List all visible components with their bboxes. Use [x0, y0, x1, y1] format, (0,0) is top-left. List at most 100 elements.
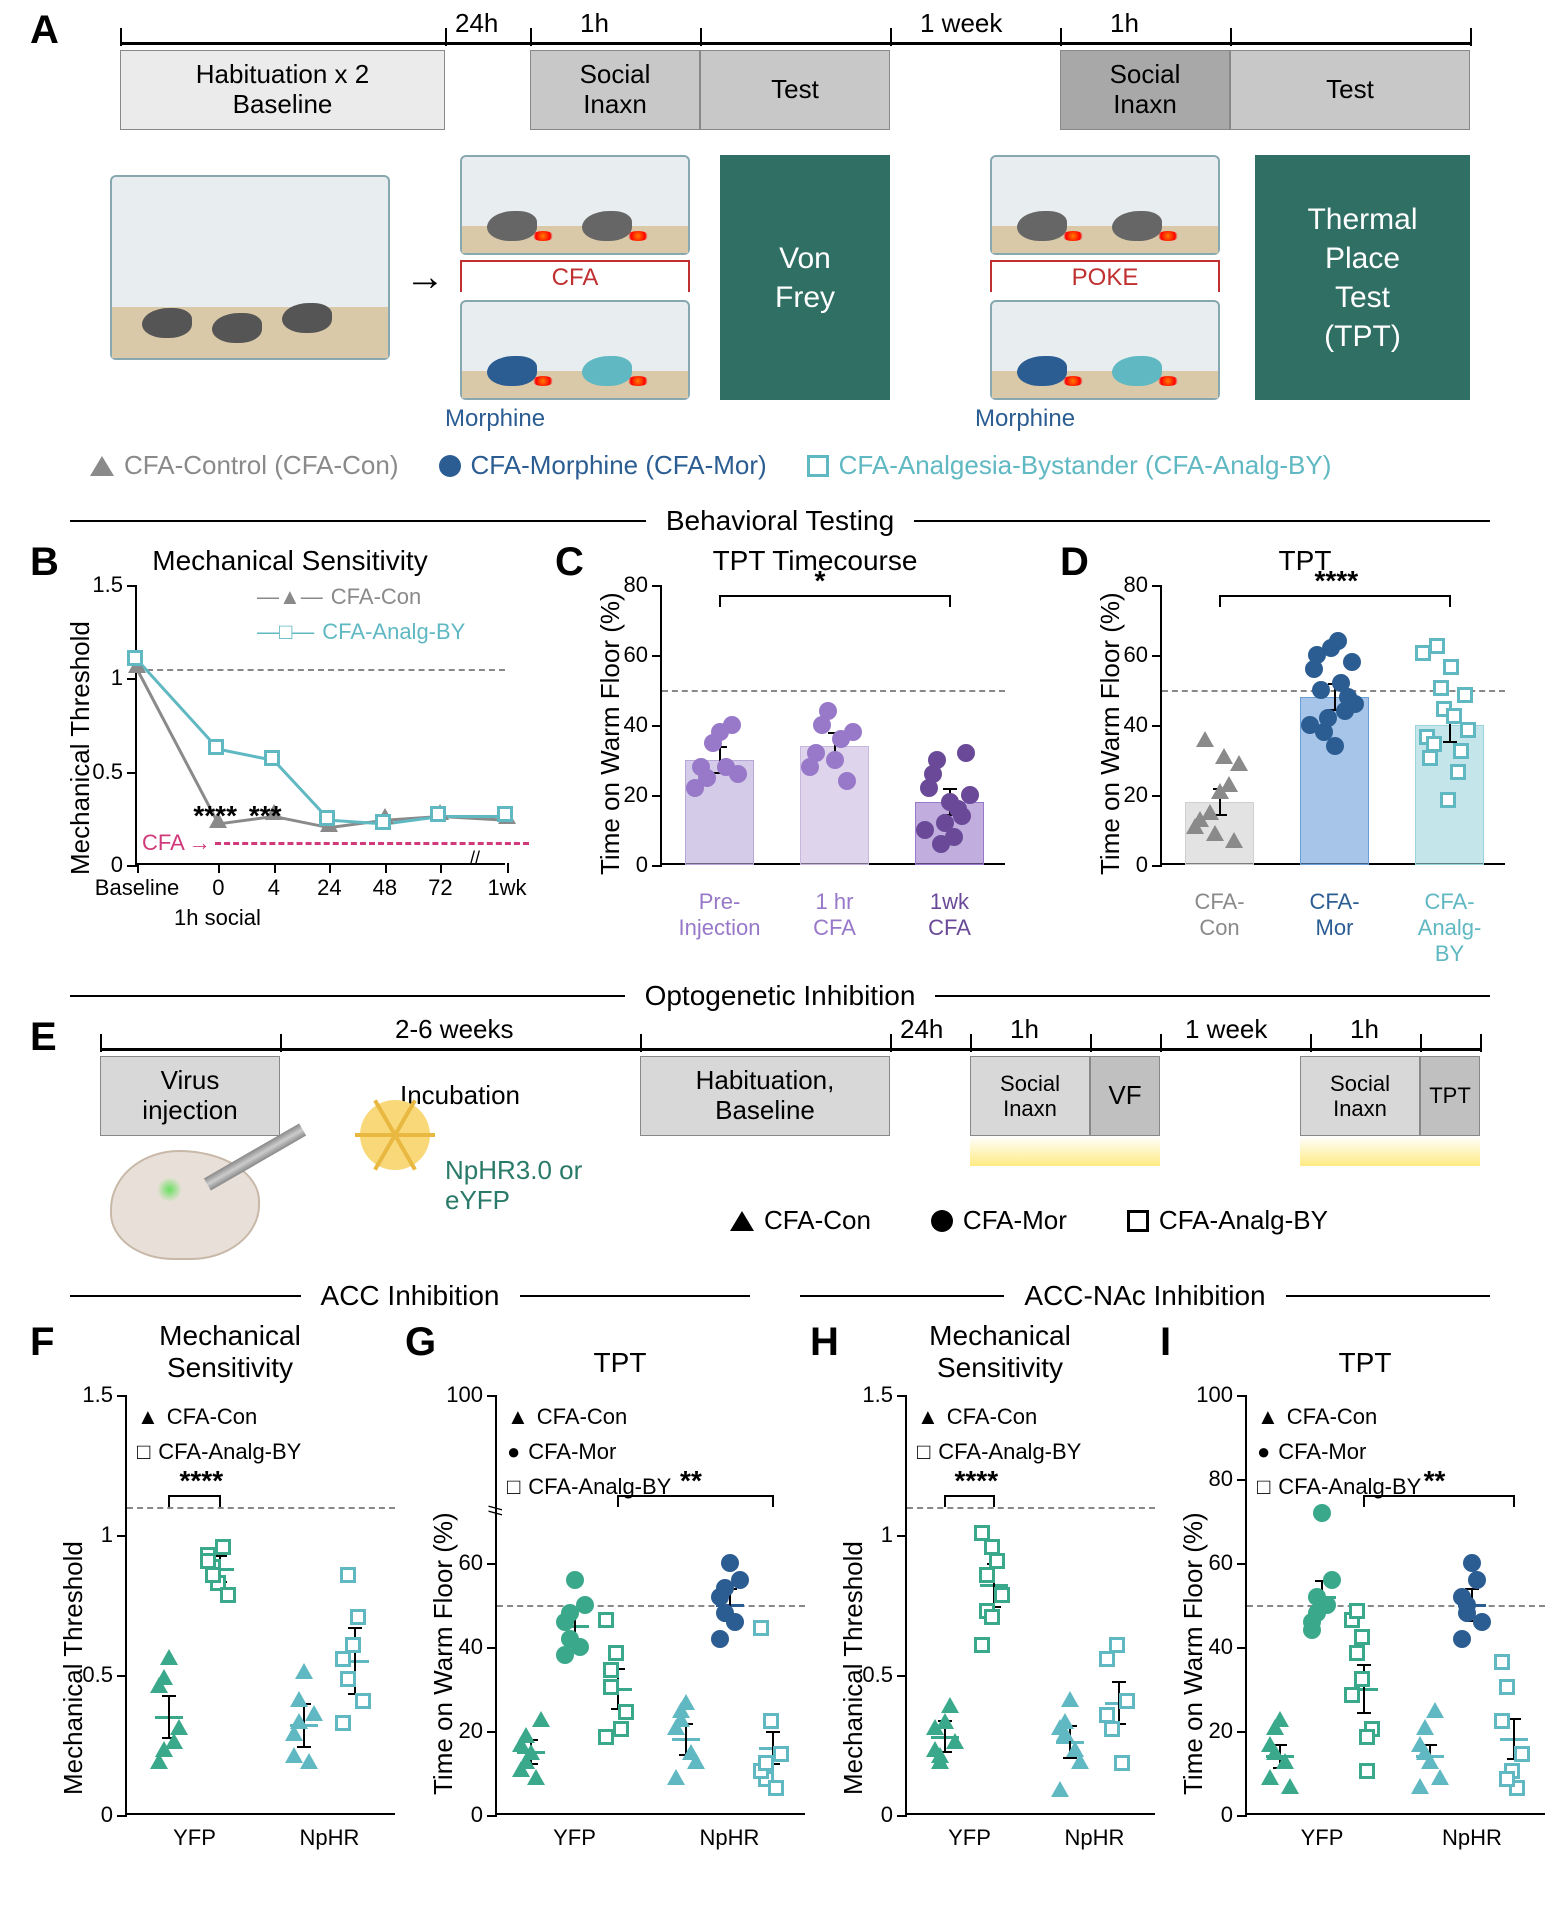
chart-title: TPT	[1105, 545, 1505, 577]
circle-marker	[1343, 653, 1361, 671]
legend-item-cfa-analg: CFA-Analg-BY	[1127, 1205, 1328, 1236]
circle-marker	[711, 1630, 729, 1648]
mouse-icon	[282, 303, 332, 333]
square-marker	[335, 1651, 351, 1667]
circle-marker	[716, 1579, 734, 1597]
x-tick-label: NpHR	[1442, 1825, 1502, 1851]
circle-icon	[931, 1210, 953, 1232]
circle-marker	[1458, 1596, 1476, 1614]
y-axis-label: Time on Warm Floor (%)	[595, 592, 626, 875]
x-tick-label: 1wk	[487, 875, 526, 901]
square-marker	[340, 1567, 356, 1583]
timeline-box-habituation: Habituation x 2 Baseline	[120, 50, 445, 130]
circle-marker	[1473, 1613, 1491, 1631]
square-marker	[1433, 680, 1449, 696]
significance-tick	[1363, 1495, 1365, 1507]
circle-marker	[953, 807, 971, 825]
significance-tick	[1513, 1495, 1515, 1507]
circle-marker	[1468, 1571, 1486, 1589]
square-marker	[1422, 750, 1438, 766]
triangle-marker	[1416, 1719, 1434, 1735]
tl-label-1h-2: 1h	[1110, 8, 1139, 39]
triangle-marker	[931, 1747, 949, 1763]
square-marker	[598, 1729, 614, 1745]
square-marker	[1119, 1693, 1135, 1709]
y-tick-label: 20	[1209, 1718, 1233, 1744]
y-tick-label: 0	[1136, 852, 1148, 878]
plot-area: 0204060100YFPNpHR▲CFA-Con●CFA-Mor□CFA-An…	[495, 1395, 805, 1815]
legend-item-cfa-analg: CFA-Analgesia-Bystander (CFA-Analg-BY)	[807, 450, 1332, 481]
triangle-marker	[1271, 1711, 1289, 1727]
square-marker	[220, 1587, 236, 1603]
reference-dashed-line	[497, 1605, 805, 1607]
y-tick-label: 20	[624, 782, 648, 808]
y-tick	[1152, 655, 1162, 657]
y-tick-label: 80	[1124, 572, 1148, 598]
square-icon	[1127, 1210, 1149, 1232]
timeline-box-social2: Social Inaxn	[1060, 50, 1230, 130]
square-marker	[974, 1637, 990, 1653]
circle-marker	[1323, 1571, 1341, 1589]
y-tick	[897, 1675, 907, 1677]
y-tick	[652, 865, 662, 867]
tl-tick	[1160, 1034, 1162, 1052]
legend-item: —▲— CFA-Con	[257, 580, 465, 613]
section-divider-behavioral: Behavioral Testing	[70, 505, 1490, 537]
square-marker	[127, 650, 143, 666]
triangle-marker	[1056, 1725, 1074, 1741]
significance-marker: *	[815, 565, 826, 597]
y-tick	[487, 1563, 497, 1565]
morphine-label: Morphine	[975, 405, 1075, 433]
tl-tick	[100, 1034, 102, 1052]
y-tick-label: 1.5	[82, 1382, 113, 1408]
square-marker	[1460, 722, 1476, 738]
y-tick-label: 0	[881, 1802, 893, 1828]
significance-marker: **	[680, 1465, 702, 1497]
legend-item-cfa-mor: CFA-Morphine (CFA-Mor)	[439, 450, 767, 481]
square-marker	[1429, 638, 1445, 654]
plot-area: 020406080Pre- Injection1 hr CFA1wk CFA*	[660, 585, 1005, 865]
tl-tick	[640, 1034, 642, 1052]
mouse-icon	[582, 211, 632, 241]
significance-tick	[617, 1495, 619, 1507]
panelG-chart: TPT Time on Warm Floor (%) 0204060100YFP…	[440, 1395, 800, 1845]
square-marker	[608, 1645, 624, 1661]
timeline-box-test1: Test	[700, 50, 890, 130]
legend-item: ●CFA-Mor	[1257, 1435, 1421, 1468]
circle-marker	[826, 751, 844, 769]
significance-line	[720, 595, 950, 597]
tl-tick	[700, 28, 702, 46]
y-tick-label: 1.5	[92, 572, 123, 598]
y-tick	[652, 795, 662, 797]
chart-legend: —▲— CFA-Con—□— CFA-Analg-BY	[257, 580, 465, 650]
chart-title: Mechanical Sensitivity	[70, 1320, 390, 1384]
triangle-icon	[730, 1211, 754, 1231]
mouse-icon	[1112, 356, 1162, 386]
x-tick-label: YFP	[173, 1825, 216, 1851]
y-tick	[1152, 585, 1162, 587]
legend-item: ▲CFA-Con	[917, 1400, 1081, 1433]
x-tick-label: 1wk CFA	[928, 889, 971, 941]
illus-baseline-box	[110, 175, 390, 360]
chart-title: TPT	[1190, 1347, 1540, 1379]
y-axis-label: Mechanical Threshold	[65, 621, 96, 875]
x-tick-label: NpHR	[1065, 1825, 1125, 1851]
y-tick	[487, 1395, 497, 1397]
timeline-box-social4: Social Inaxn	[1300, 1056, 1420, 1136]
tl-tick	[890, 1034, 892, 1052]
x-tick-label: 0	[212, 875, 224, 901]
chart-legend: ▲CFA-Con□CFA-Analg-BY	[917, 1400, 1081, 1470]
panel-label-C: C	[555, 540, 584, 585]
triangle-marker	[1426, 1702, 1444, 1718]
yellow-gradient-icon	[1300, 1136, 1480, 1166]
square-marker	[264, 750, 280, 766]
triangle-marker	[1225, 832, 1243, 848]
illus-poke-top	[990, 155, 1220, 255]
significance-tick	[944, 1495, 946, 1507]
panelE-legend: CFA-Con CFA-Mor CFA-Analg-BY	[730, 1205, 1328, 1236]
tl-tick	[120, 28, 122, 46]
y-axis-label: Time on Warm Floor (%)	[1095, 592, 1126, 875]
circle-icon	[439, 455, 461, 477]
square-marker	[1426, 736, 1442, 752]
green-box-tpt: Thermal Place Test (TPT)	[1255, 155, 1470, 400]
